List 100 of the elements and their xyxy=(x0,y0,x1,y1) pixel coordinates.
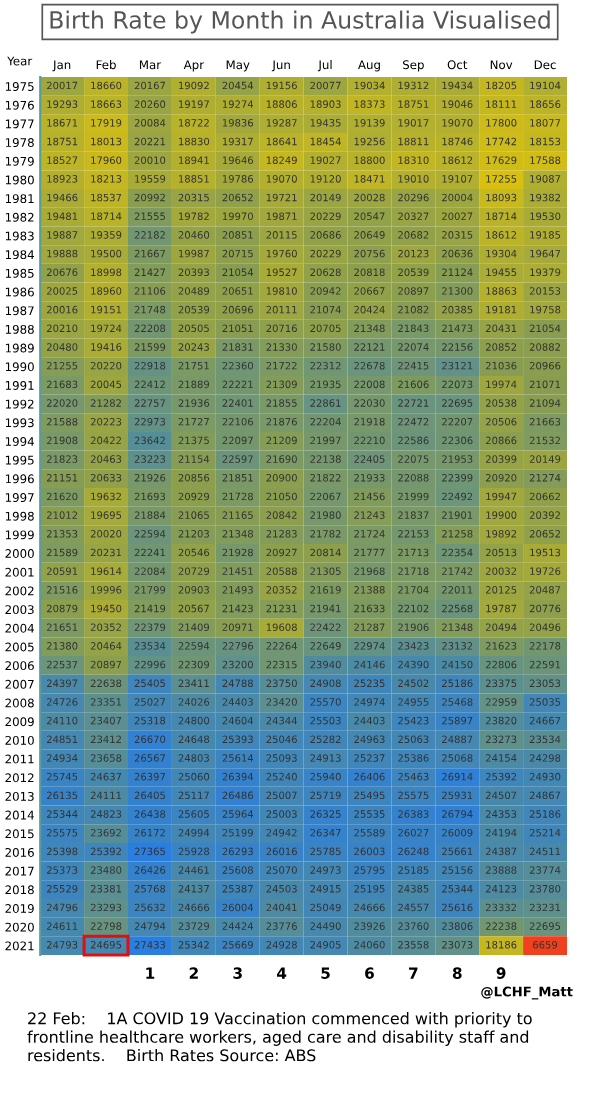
data-label: 19455 xyxy=(486,268,517,277)
data-label: 19435 xyxy=(310,119,341,127)
data-label: 20667 xyxy=(354,287,385,295)
data-label: 21928 xyxy=(222,548,253,557)
data-label: 20016 xyxy=(46,305,78,314)
data-label: 25007 xyxy=(266,791,297,800)
data-label: 21330 xyxy=(266,343,297,351)
data-label: 24796 xyxy=(46,903,78,912)
x-tick-label: Sep xyxy=(403,60,424,72)
y-tick-label: 2015 xyxy=(5,829,34,839)
data-label: 26406 xyxy=(354,772,385,781)
data-label: 24344 xyxy=(266,716,297,725)
data-label: 19892 xyxy=(486,530,517,538)
data-label: 23407 xyxy=(90,716,122,725)
data-label: 19104 xyxy=(530,81,561,90)
data-label: 20352 xyxy=(90,623,121,631)
data-label: 24913 xyxy=(310,754,341,762)
data-label: 19379 xyxy=(530,268,561,277)
data-label: 21633 xyxy=(354,604,385,613)
data-label: 24963 xyxy=(354,735,385,744)
data-label: 24146 xyxy=(354,660,385,669)
data-label: 18722 xyxy=(179,119,209,127)
data-label: 18830 xyxy=(179,137,210,146)
data-label: 22568 xyxy=(442,604,473,613)
data-label: 22594 xyxy=(134,530,166,538)
y-tick-label: 1975 xyxy=(5,82,34,91)
data-label: 25468 xyxy=(442,698,473,706)
data-label: 21094 xyxy=(529,399,561,407)
data-label: 20149 xyxy=(529,455,561,463)
data-label: 21074 xyxy=(310,305,341,314)
data-label: 21901 xyxy=(442,511,473,519)
data-label: 25392 xyxy=(90,847,121,856)
data-label: 20454 xyxy=(222,81,254,90)
data-label: 19256 xyxy=(354,137,385,146)
data-label: 24507 xyxy=(485,791,517,800)
data-label: 20942 xyxy=(310,287,341,295)
data-label: 21713 xyxy=(398,548,429,557)
data-label: 20017 xyxy=(46,81,78,90)
data-label: 23223 xyxy=(134,455,166,463)
data-label: 19559 xyxy=(135,175,166,183)
data-label: 20506 xyxy=(485,417,517,426)
data-label: 23411 xyxy=(178,679,209,688)
data-label: 26135 xyxy=(46,791,78,800)
data-label: 20686 xyxy=(310,231,341,239)
data-label: 23351 xyxy=(90,698,122,706)
data-label: 18013 xyxy=(91,137,122,146)
data-label: 19974 xyxy=(486,380,517,389)
text: 6 xyxy=(365,967,374,979)
data-label: 26914 xyxy=(442,772,473,781)
y-tick-label: 2021 xyxy=(5,941,34,951)
data-label: 26004 xyxy=(222,903,254,912)
data-label: 24123 xyxy=(485,884,517,893)
data-label: 25195 xyxy=(354,884,385,893)
data-label: 20652 xyxy=(529,530,560,538)
data-label: 25589 xyxy=(354,828,385,837)
data-label: 19181 xyxy=(486,305,517,314)
data-label: 19887 xyxy=(47,231,78,239)
data-label: 22695 xyxy=(442,399,473,407)
data-label: 22178 xyxy=(529,642,561,650)
y-tick-label: 1987 xyxy=(5,306,34,316)
data-label: 21203 xyxy=(178,530,209,538)
text: 2 xyxy=(189,967,198,979)
data-label: 25931 xyxy=(442,791,473,800)
data-label: 23073 xyxy=(442,941,473,949)
data-label: 19070 xyxy=(266,175,297,183)
data-label: 19017 xyxy=(398,119,429,127)
data-label: 25463 xyxy=(398,772,429,781)
data-label: 21451 xyxy=(222,567,253,575)
data-label: 22401 xyxy=(222,399,253,407)
data-label: 25046 xyxy=(266,735,297,744)
text: 9 xyxy=(496,967,506,979)
data-label: 19996 xyxy=(91,586,122,594)
data-label: 20020 xyxy=(90,530,122,538)
x-tick-label: Oct xyxy=(447,60,468,70)
data-label: 23692 xyxy=(90,828,121,837)
data-label: 22315 xyxy=(266,660,297,669)
data-label: 23121 xyxy=(442,361,473,370)
y-tick-label: 1984 xyxy=(5,250,34,260)
data-label: 21851 xyxy=(222,473,253,482)
data-label: 21071 xyxy=(529,380,561,389)
data-label: 19632 xyxy=(91,492,121,501)
data-label: 18863 xyxy=(486,287,517,295)
y-tick-label: 2006 xyxy=(5,661,34,671)
data-label: 17255 xyxy=(486,175,517,183)
data-label: 24648 xyxy=(178,735,210,744)
data-label: 25185 xyxy=(398,866,429,874)
data-label: 20393 xyxy=(178,268,209,277)
data-label: 22138 xyxy=(310,455,341,463)
data-label: 22586 xyxy=(398,436,429,445)
data-label: 21831 xyxy=(222,343,253,351)
text: 3 xyxy=(233,967,242,979)
x-tick-label: Dec xyxy=(534,60,556,70)
y-tick-label: 1983 xyxy=(5,231,34,241)
data-label: 21855 xyxy=(266,399,297,407)
data-label: 21718 xyxy=(398,567,429,575)
data-label: 25575 xyxy=(46,828,78,837)
data-label: 21456 xyxy=(354,492,385,501)
data-label: 26003 xyxy=(354,847,385,856)
data-label: 19274 xyxy=(222,100,254,108)
data-label: 22156 xyxy=(442,343,473,351)
